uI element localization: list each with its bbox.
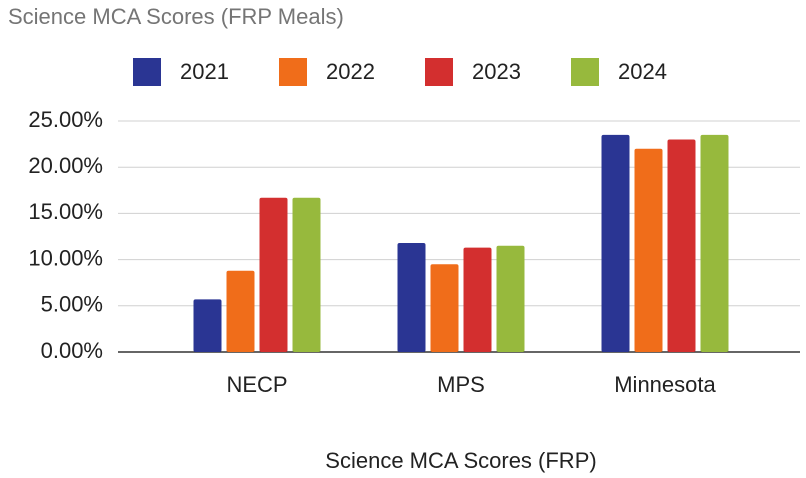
bar	[463, 247, 492, 352]
y-tick-label: 15.00%	[28, 199, 103, 224]
y-tick-label: 10.00%	[28, 245, 103, 270]
legend-label: 2022	[326, 59, 375, 84]
y-tick-label: 25.00%	[28, 107, 103, 132]
y-tick-label: 20.00%	[28, 153, 103, 178]
bar	[397, 242, 426, 352]
bar	[700, 134, 729, 352]
bar	[634, 148, 663, 352]
legend-swatch	[425, 58, 453, 86]
bar	[292, 197, 321, 352]
bar	[496, 245, 525, 352]
legend-swatch	[133, 58, 161, 86]
legend-swatch	[279, 58, 307, 86]
bar	[193, 299, 222, 352]
bar	[667, 139, 696, 352]
chart-title: Science MCA Scores (FRP Meals)	[8, 4, 344, 29]
y-tick-label: 0.00%	[41, 338, 103, 363]
legend-label: 2023	[472, 59, 521, 84]
x-axis-label: Science MCA Scores (FRP)	[325, 448, 596, 473]
bar	[226, 270, 255, 352]
legend-label: 2024	[618, 59, 667, 84]
legend-swatch	[571, 58, 599, 86]
bar	[259, 197, 288, 352]
y-tick-label: 5.00%	[41, 292, 103, 317]
x-tick-label: MPS	[437, 372, 485, 397]
x-tick-label: Minnesota	[614, 372, 716, 397]
legend-label: 2021	[180, 59, 229, 84]
x-tick-label: NECP	[226, 372, 287, 397]
bar	[601, 134, 630, 352]
bar	[430, 264, 459, 352]
